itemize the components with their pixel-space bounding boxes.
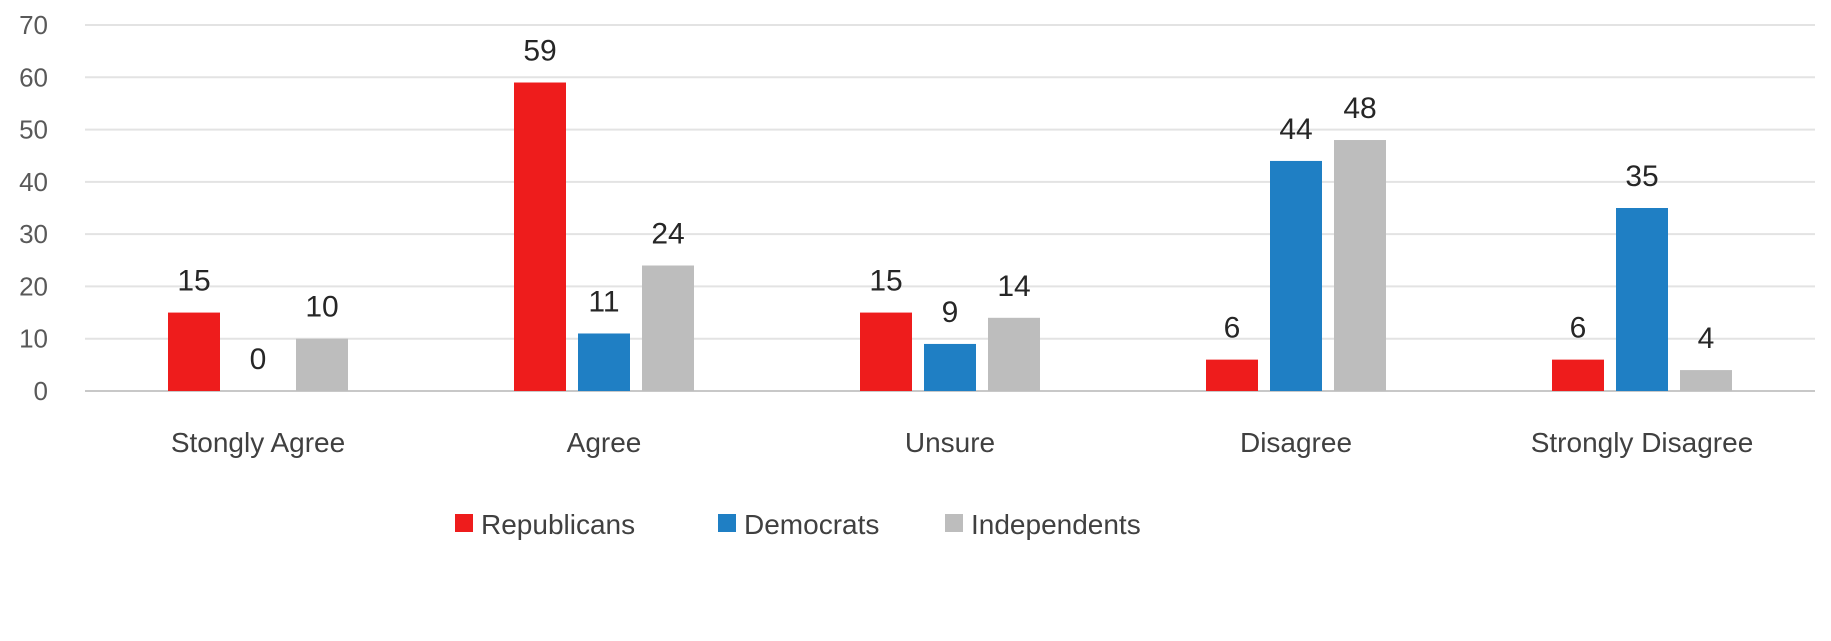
bar-democrats [1270,160,1322,391]
bar-democrats [578,333,630,391]
bar-independents [1334,140,1386,391]
data-label: 15 [869,265,902,298]
data-label: 48 [1343,92,1376,125]
data-label: 6 [1224,312,1241,345]
legend-label-republicans: Republicans [481,509,635,540]
y-tick-label: 20 [19,271,48,301]
data-label: 6 [1570,312,1587,345]
legend-label-independents: Independents [971,509,1141,540]
data-label: 35 [1625,160,1658,193]
bar-independents [642,265,694,391]
legend-swatch-democrats [718,514,736,532]
data-label: 15 [177,265,210,298]
y-tick-label: 40 [19,167,48,197]
category-label: Agree [567,427,642,458]
data-label: 0 [250,343,267,376]
legend-swatch-republicans [455,514,473,532]
bar-republicans [860,312,912,391]
y-tick-label: 10 [19,324,48,354]
bar-republicans [168,312,220,391]
y-tick-label: 0 [34,376,48,406]
data-label: 4 [1698,322,1715,355]
legend-swatch-independents [945,514,963,532]
data-label: 9 [942,296,959,329]
data-label: 24 [651,218,684,251]
bar-independents [1680,370,1732,391]
category-label: Disagree [1240,427,1352,458]
bar-republicans [1206,359,1258,391]
category-label: Stongly Agree [171,427,345,458]
bar-republicans [1552,359,1604,391]
bar-independents [988,317,1040,391]
y-tick-label: 60 [19,62,48,92]
data-label: 44 [1279,113,1312,146]
y-tick-label: 50 [19,115,48,145]
data-label: 14 [997,270,1030,303]
y-tick-label: 70 [19,10,48,40]
data-label: 11 [588,285,619,318]
bar-democrats [1616,208,1668,391]
category-label: Strongly Disagree [1531,427,1754,458]
bar-democrats [924,343,976,391]
bar-independents [296,338,348,391]
y-tick-label: 30 [19,219,48,249]
bar-republicans [514,82,566,391]
data-label: 10 [305,291,338,324]
legend-label-democrats: Democrats [744,509,879,540]
category-label: Unsure [905,427,995,458]
data-label: 59 [523,35,556,68]
